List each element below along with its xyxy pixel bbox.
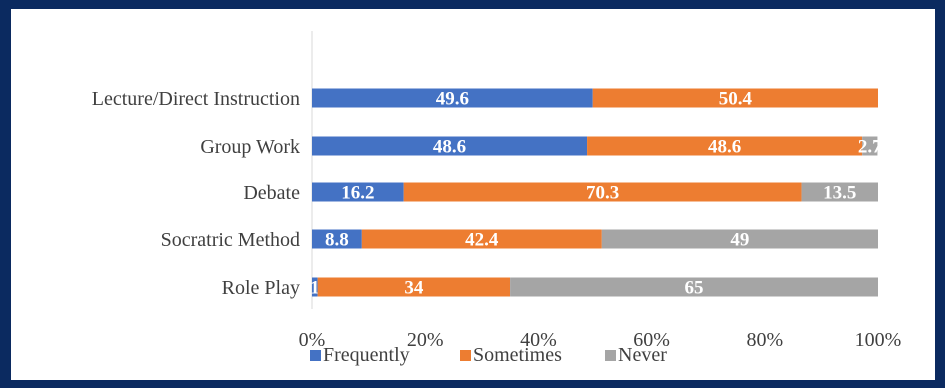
- bar-segment-frequently: [312, 182, 404, 202]
- data-label: 1: [310, 278, 320, 299]
- data-label: 48.6: [708, 137, 741, 158]
- category-label: Role Play: [222, 277, 300, 299]
- data-label: 50.4: [719, 89, 753, 110]
- bars-layer: 49.6 50.4 48.6 48.6 2.7 16.2 70.3 13.5 8.8 42.4 49…: [310, 88, 882, 299]
- category-label: Group Work: [200, 136, 300, 158]
- x-tick-labels: 0% 20% 40% 60% 80% 100%: [299, 329, 902, 351]
- legend-label: Sometimes: [473, 344, 562, 366]
- bar-segment-never: [510, 277, 878, 297]
- data-label: 8.8: [325, 230, 349, 251]
- x-tick-label: 40%: [520, 329, 557, 351]
- data-label: 42.4: [465, 230, 499, 251]
- data-label: 34: [404, 278, 424, 299]
- category-label: Debate: [243, 182, 300, 204]
- legend-label: Frequently: [323, 344, 410, 366]
- bar-segment-sometimes: [317, 277, 511, 297]
- data-label: 16.2: [341, 183, 374, 204]
- data-label: 48.6: [433, 137, 466, 158]
- bar-segment-never: [601, 229, 878, 249]
- category-labels: Lecture/Direct Instruction Group Work Deba…: [92, 88, 300, 299]
- data-label: 70.3: [586, 183, 619, 204]
- bar-segment-frequently: [312, 136, 588, 156]
- data-label: 2.7: [858, 137, 882, 158]
- bar-segment-never: [862, 136, 878, 156]
- data-label: 65: [685, 278, 704, 299]
- data-label: 49: [730, 230, 749, 251]
- category-label: Socratric Method: [161, 229, 300, 251]
- stacked-bar-chart: 49.6 50.4 48.6 48.6 2.7 16.2 70.3 13.5 8.8 42.4 49…: [92, 31, 902, 366]
- legend-label: Never: [618, 344, 667, 366]
- data-label: 49.6: [436, 89, 469, 110]
- data-label: 13.5: [823, 183, 856, 204]
- legend-swatch-sometimes: [460, 350, 471, 361]
- bar-segment-frequently: [312, 277, 318, 297]
- bar-segment-sometimes: [592, 88, 878, 108]
- bar-segment-frequently: [312, 229, 362, 249]
- bar-segment-sometimes: [587, 136, 863, 156]
- bar-segment-sometimes: [361, 229, 602, 249]
- chart-frame: 49.6 50.4 48.6 48.6 2.7 16.2 70.3 13.5 8.8 42.4 49…: [11, 9, 935, 380]
- x-tick-label: 20%: [407, 329, 444, 351]
- bar-segment-never: [801, 182, 878, 202]
- legend: Frequently Sometimes Never: [310, 344, 667, 366]
- x-tick-label: 100%: [855, 329, 902, 351]
- category-label: Lecture/Direct Instruction: [92, 88, 300, 110]
- bar-segment-sometimes: [403, 182, 802, 202]
- legend-swatch-frequently: [310, 350, 321, 361]
- x-tick-label: 60%: [633, 329, 670, 351]
- bar-segment-frequently: [312, 88, 593, 108]
- legend-swatch-never: [605, 350, 616, 361]
- x-tick-label: 0%: [299, 329, 326, 351]
- x-tick-label: 80%: [746, 329, 783, 351]
